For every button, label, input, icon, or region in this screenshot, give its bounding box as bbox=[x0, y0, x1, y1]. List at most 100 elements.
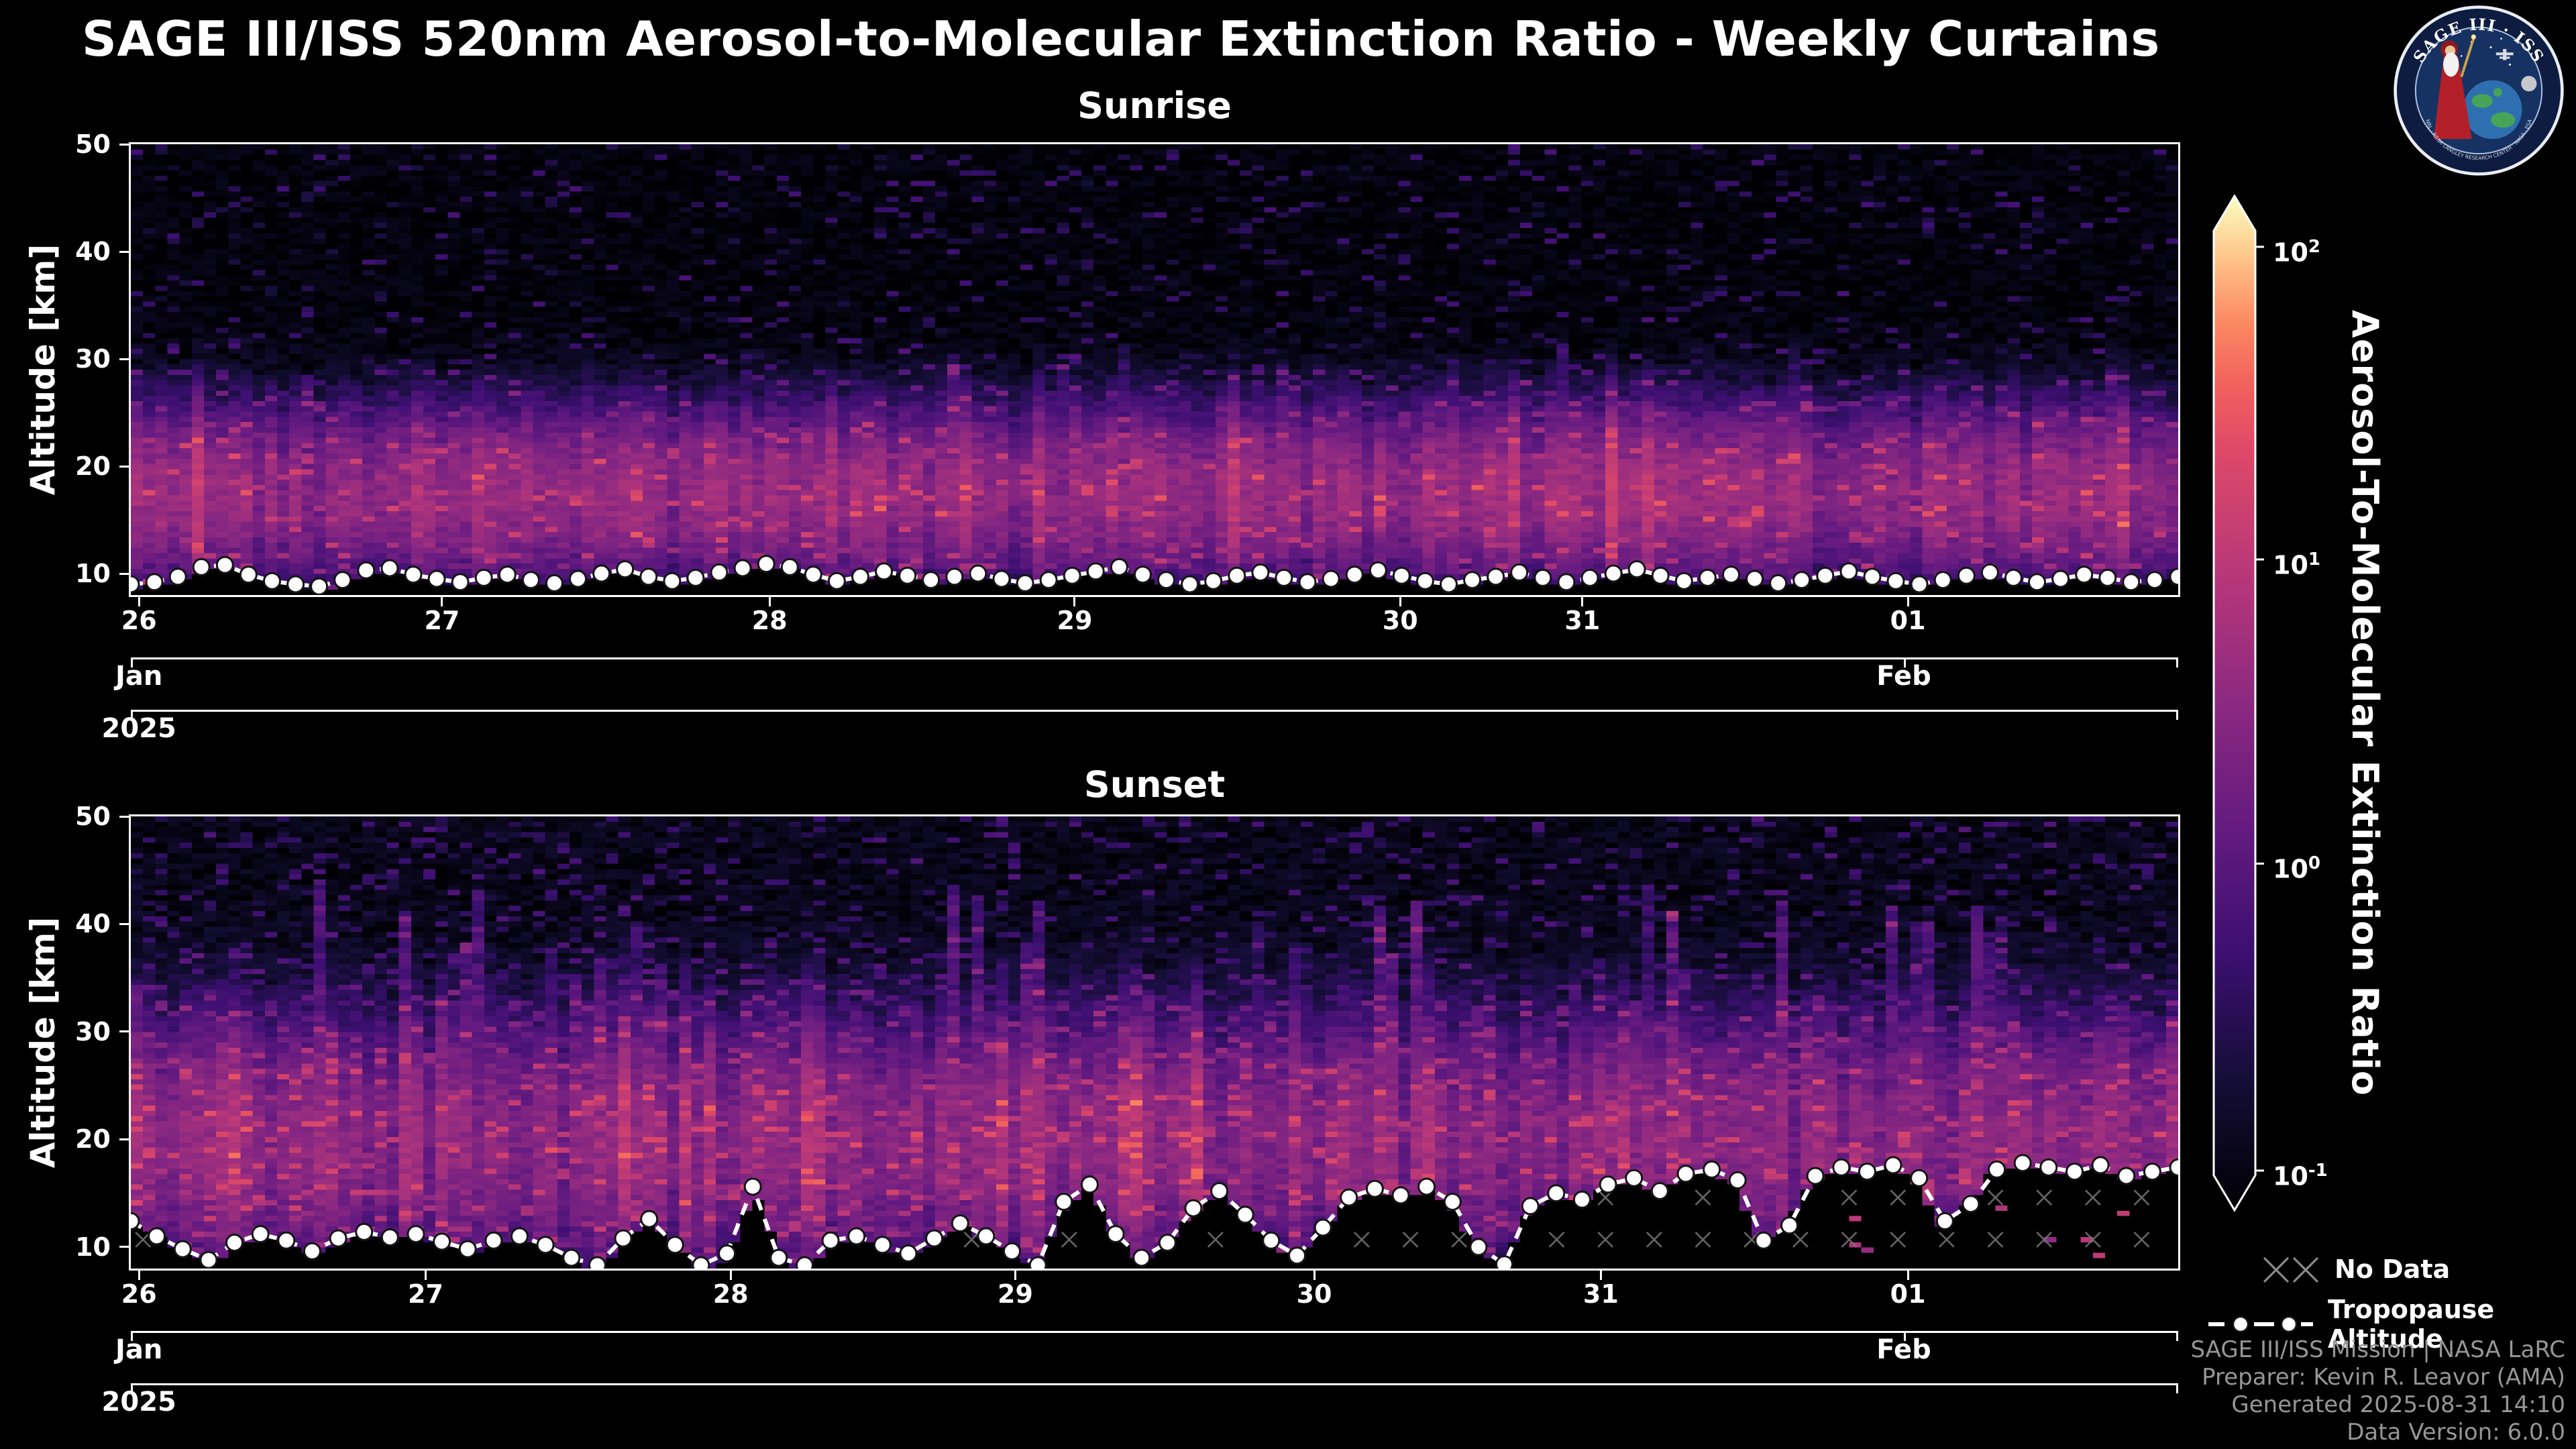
month-axis-line bbox=[131, 1331, 2178, 1333]
x-tickmark bbox=[138, 597, 140, 606]
attribution-line: Generated 2025-08-31 14:10 bbox=[2231, 1391, 2565, 1418]
y-tick-label: 50 bbox=[75, 802, 111, 831]
x-tickmark bbox=[1014, 1271, 1016, 1280]
month-tickmark bbox=[131, 1333, 133, 1341]
earth-landmass bbox=[2471, 88, 2516, 128]
x-tick-label: 30 bbox=[1296, 1279, 1332, 1309]
colorbar-bar bbox=[2212, 195, 2257, 1212]
x-tickmark bbox=[1073, 597, 1076, 606]
month-label: Feb bbox=[1876, 661, 1931, 692]
year-tickmark bbox=[2176, 712, 2178, 720]
x-tick-label: 01 bbox=[1890, 606, 1926, 635]
x-tickmark bbox=[1399, 597, 1401, 606]
y-tickmark bbox=[119, 1030, 129, 1033]
month-label: Jan bbox=[115, 661, 163, 692]
month-tickmark bbox=[131, 659, 133, 667]
tropopause-dots bbox=[131, 1154, 2178, 1269]
year-axis-line bbox=[131, 1383, 2178, 1385]
panel-title: Sunset bbox=[1083, 763, 1226, 806]
month-label: Feb bbox=[1876, 1334, 1931, 1365]
attribution-line: Data Version: 6.0.0 bbox=[2347, 1419, 2565, 1446]
x-tick-label: 29 bbox=[1057, 606, 1093, 635]
y-axis-label: Altitude [km] bbox=[23, 916, 62, 1169]
x-tickmark bbox=[1907, 1271, 1909, 1280]
y-tickmark bbox=[119, 922, 129, 925]
month-tickmark bbox=[2176, 1333, 2178, 1341]
month-tickmark bbox=[1904, 659, 1907, 667]
y-axis-label: Altitude [km] bbox=[23, 244, 62, 496]
heatmap-plot bbox=[129, 142, 2180, 597]
y-tick-label: 20 bbox=[75, 451, 111, 481]
x-tickmark bbox=[424, 1271, 427, 1280]
tropopause-line-icon bbox=[2207, 1308, 2314, 1340]
heatmap-canvas bbox=[131, 144, 2178, 595]
colorbar-tick-label: 10-1 bbox=[2273, 1160, 2328, 1191]
colorbar bbox=[2212, 195, 2264, 1212]
figure-title: SAGE III/ISS 520nm Aerosol-to-Molecular … bbox=[82, 11, 2160, 67]
heatmap-canvas bbox=[131, 816, 2178, 1269]
x-tick-label: 29 bbox=[998, 1279, 1033, 1309]
y-tick-label: 40 bbox=[75, 237, 111, 266]
y-tickmark bbox=[119, 143, 129, 146]
sage-iss-logo: SAGE III · ISS NRL · NASA LANGLEY RESEAR… bbox=[2392, 4, 2565, 177]
year-tickmark bbox=[131, 712, 133, 720]
x-tickmark bbox=[1581, 597, 1584, 606]
y-tick-label: 30 bbox=[75, 344, 111, 374]
legend-label-tropopause: Tropopause Altitude bbox=[2328, 1295, 2495, 1354]
y-tick-label: 30 bbox=[75, 1016, 111, 1046]
no-data-hatch bbox=[135, 1189, 2150, 1248]
attribution-line: Preparer: Kevin R. Leavor (AMA) bbox=[2202, 1364, 2565, 1391]
legend-item-no-data: No Data bbox=[2207, 1253, 2450, 1285]
month-axis-line bbox=[131, 657, 2178, 659]
y-tickmark bbox=[119, 815, 129, 818]
x-tick-label: 28 bbox=[751, 606, 788, 635]
tropopause-dots bbox=[131, 555, 2178, 595]
sage-iss-logo-svg: SAGE III · ISS NRL · NASA LANGLEY RESEAR… bbox=[2394, 5, 2564, 176]
x-tickmark bbox=[1907, 597, 1909, 606]
plot-overlay bbox=[131, 1154, 2178, 1269]
x-tickmark bbox=[729, 1271, 732, 1280]
x-tick-label: 31 bbox=[1564, 606, 1601, 635]
x-tickmark bbox=[1313, 1271, 1316, 1280]
x-tick-label: 26 bbox=[121, 1279, 157, 1309]
x-tickmark bbox=[1599, 1271, 1602, 1280]
panel-title: Sunrise bbox=[1077, 85, 1232, 127]
month-label: Jan bbox=[115, 1334, 163, 1365]
year-label: 2025 bbox=[101, 1387, 176, 1417]
colorbar-tick-label: 100 bbox=[2273, 853, 2320, 885]
y-tickmark bbox=[119, 1138, 129, 1140]
earth-icon bbox=[2463, 80, 2522, 140]
y-tickmark bbox=[119, 572, 129, 575]
colorbar-tick-label: 101 bbox=[2273, 549, 2320, 580]
year-tickmark bbox=[2176, 1385, 2178, 1393]
attribution-line: SAGE III/ISS Mission | NASA LaRC bbox=[2190, 1336, 2565, 1363]
y-tick-label: 40 bbox=[75, 909, 111, 939]
x-tickmark bbox=[768, 597, 771, 606]
colorbar-tick-label: 102 bbox=[2273, 236, 2320, 268]
year-label: 2025 bbox=[101, 713, 176, 744]
y-tickmark bbox=[119, 1246, 129, 1248]
x-tick-label: 30 bbox=[1382, 606, 1418, 635]
x-tick-label: 28 bbox=[712, 1279, 749, 1309]
wizard-icon bbox=[2433, 34, 2476, 140]
x-tick-label: 01 bbox=[1890, 1279, 1926, 1309]
x-tickmark bbox=[441, 597, 443, 606]
y-tick-label: 10 bbox=[75, 559, 111, 588]
y-tick-label: 10 bbox=[75, 1232, 111, 1262]
y-tick-label: 20 bbox=[75, 1124, 111, 1155]
month-tickmark bbox=[1904, 1333, 1907, 1341]
tropopause-line bbox=[131, 1161, 2178, 1269]
legend-item-tropopause: Tropopause Altitude bbox=[2207, 1295, 2576, 1354]
month-tickmark bbox=[2176, 659, 2178, 667]
x-tick-label: 27 bbox=[424, 606, 460, 635]
no-data-hatch-icon bbox=[2207, 1253, 2321, 1285]
heatmap-plot bbox=[129, 814, 2180, 1271]
colorbar-label: Aerosol-To-Molecular Extinction Ratio bbox=[2344, 310, 2386, 1096]
x-tick-label: 27 bbox=[408, 1279, 443, 1309]
attribution: SAGE III/ISS Mission | NASA LaRC Preparer… bbox=[2190, 1336, 2565, 1446]
iss-icon bbox=[2496, 49, 2514, 60]
year-tickmark bbox=[131, 1385, 133, 1393]
